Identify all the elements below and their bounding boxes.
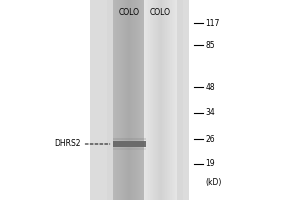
Bar xyxy=(133,0,134,200)
Bar xyxy=(158,0,159,200)
Bar xyxy=(170,0,171,200)
Bar xyxy=(0,0,90,200)
Bar xyxy=(132,0,133,200)
Bar xyxy=(169,0,170,200)
Bar xyxy=(160,0,161,200)
Bar xyxy=(163,0,164,200)
Bar xyxy=(142,0,143,200)
Bar xyxy=(112,141,146,147)
Text: (kD): (kD) xyxy=(206,178,222,186)
Text: 117: 117 xyxy=(206,19,220,27)
Bar xyxy=(143,0,144,200)
Bar xyxy=(159,0,160,200)
Bar xyxy=(156,0,157,200)
Bar xyxy=(129,0,130,200)
Bar xyxy=(146,0,147,200)
Text: DHRS2: DHRS2 xyxy=(55,140,81,148)
Bar xyxy=(120,0,121,200)
Bar xyxy=(140,0,141,200)
Bar xyxy=(151,0,152,200)
Bar xyxy=(119,0,120,200)
Bar xyxy=(168,0,169,200)
Bar xyxy=(167,0,168,200)
Bar xyxy=(150,0,151,200)
Bar xyxy=(147,0,148,200)
Text: 34: 34 xyxy=(206,108,215,117)
Bar xyxy=(127,0,128,200)
Bar xyxy=(112,0,113,200)
Bar xyxy=(115,0,116,200)
Bar xyxy=(155,0,156,200)
Bar xyxy=(144,0,145,200)
Bar xyxy=(121,0,122,200)
Text: COLO: COLO xyxy=(150,8,171,17)
Bar xyxy=(130,0,131,200)
Bar xyxy=(134,0,135,200)
Bar xyxy=(161,0,162,200)
Bar xyxy=(157,0,158,200)
Text: 19: 19 xyxy=(206,160,215,168)
Bar xyxy=(154,0,155,200)
Bar xyxy=(126,0,127,200)
Bar xyxy=(124,0,125,200)
Bar xyxy=(144,0,145,200)
Bar xyxy=(172,0,173,200)
Text: 85: 85 xyxy=(206,40,215,49)
Bar xyxy=(145,0,146,200)
Bar xyxy=(114,0,115,200)
Bar xyxy=(117,0,118,200)
Bar xyxy=(112,138,146,140)
Bar xyxy=(131,0,132,200)
Bar xyxy=(149,0,150,200)
Bar xyxy=(113,0,114,200)
Bar xyxy=(175,0,176,200)
Bar xyxy=(125,0,126,200)
Bar xyxy=(116,0,117,200)
Bar xyxy=(112,148,146,150)
Bar xyxy=(138,0,139,200)
Bar xyxy=(139,0,140,200)
Bar xyxy=(128,0,129,200)
Bar xyxy=(122,0,123,200)
Bar xyxy=(118,0,119,200)
Bar xyxy=(140,0,141,200)
Bar xyxy=(123,0,124,200)
Bar xyxy=(171,0,172,200)
Bar xyxy=(174,0,175,200)
Bar xyxy=(141,0,142,200)
Bar xyxy=(162,0,163,200)
Bar xyxy=(106,0,183,200)
Bar xyxy=(173,0,174,200)
Bar xyxy=(164,0,165,200)
Bar xyxy=(145,0,146,200)
Bar xyxy=(135,0,136,200)
Bar xyxy=(189,0,300,200)
Text: 26: 26 xyxy=(206,134,215,144)
Bar xyxy=(148,0,149,200)
Bar xyxy=(153,0,154,200)
Bar xyxy=(136,0,137,200)
Text: 48: 48 xyxy=(206,82,215,92)
Text: COLO: COLO xyxy=(118,8,140,17)
Bar xyxy=(176,0,177,200)
Bar xyxy=(165,0,166,200)
Bar xyxy=(152,0,153,200)
Bar xyxy=(137,0,138,200)
